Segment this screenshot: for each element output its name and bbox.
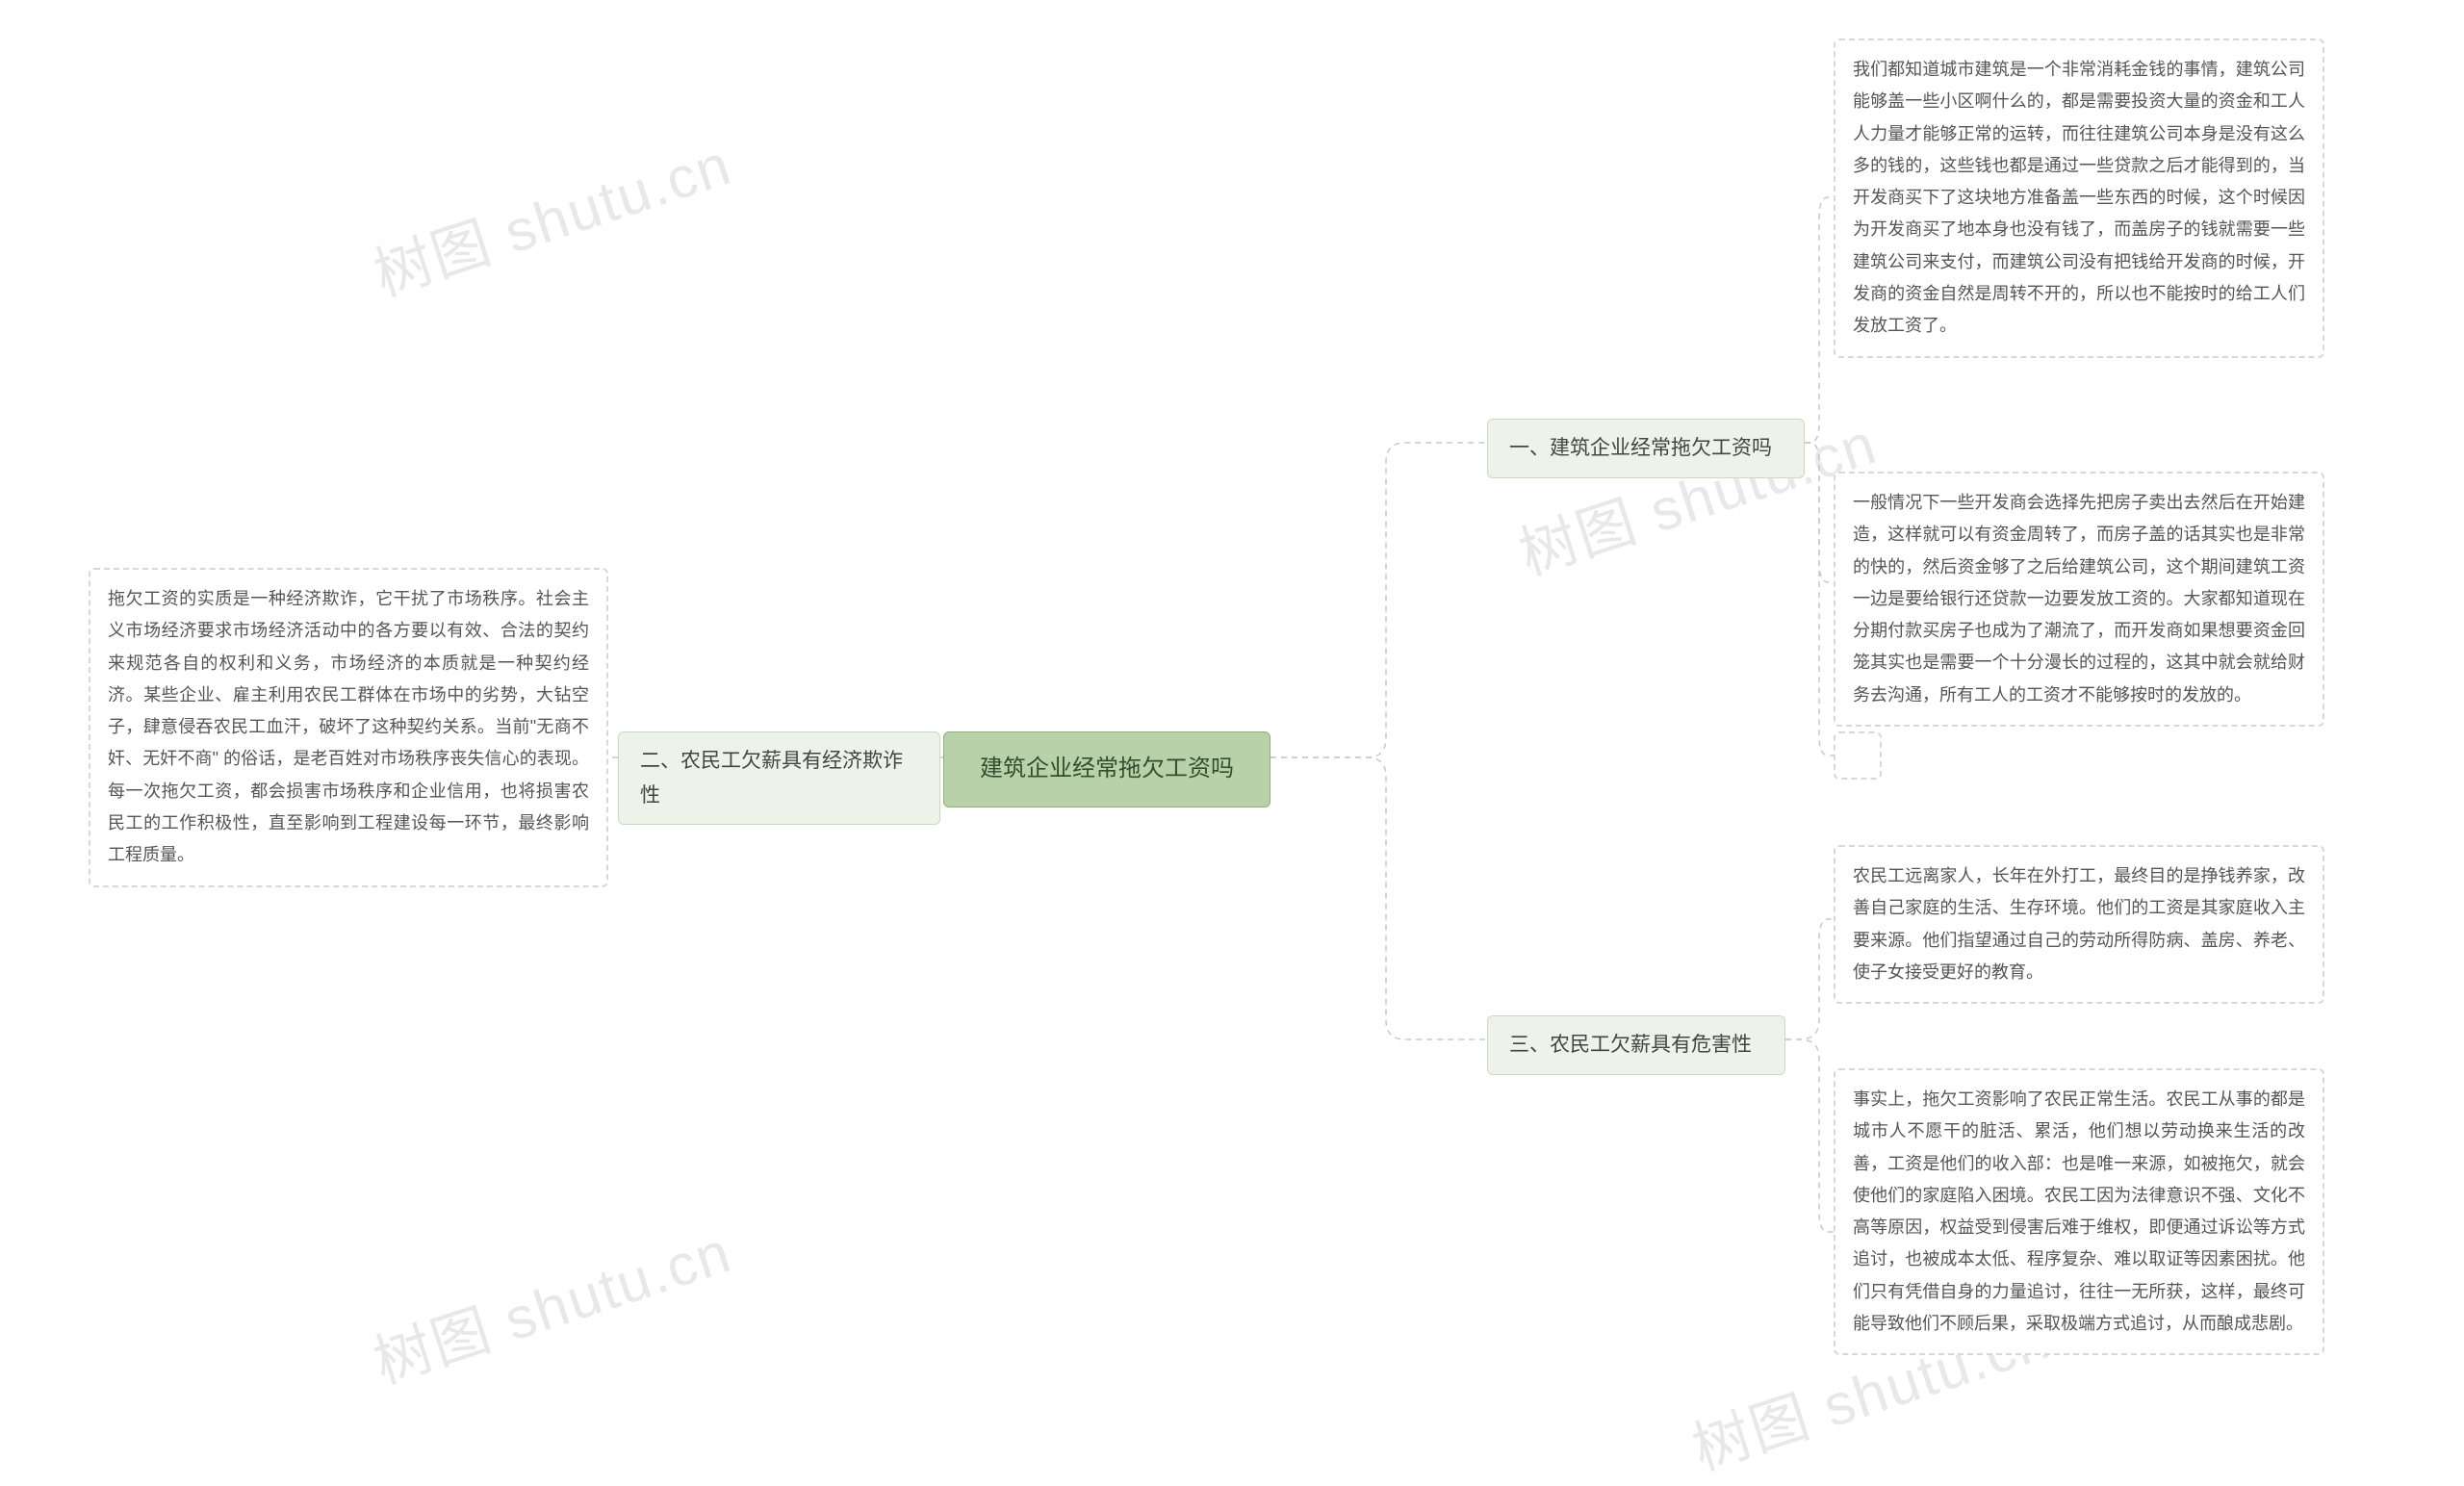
leaf-empty[interactable]: [1834, 731, 1882, 780]
watermark: 树图 shutu.cn: [362, 118, 741, 313]
branch-2[interactable]: 二、农民工欠薪具有经济欺诈性: [618, 731, 940, 825]
leaf-3b[interactable]: 事实上，拖欠工资影响了农民正常生活。农民工从事的都是城市人不愿干的脏活、累活，他…: [1834, 1068, 2324, 1355]
leaf-3a[interactable]: 农民工远离家人，长年在外打工，最终目的是挣钱养家，改善自己家庭的生活、生存环境。…: [1834, 845, 2324, 1004]
leaf-1a[interactable]: 我们都知道城市建筑是一个非常消耗金钱的事情，建筑公司能够盖一些小区啊什么的，都是…: [1834, 38, 2324, 358]
leaf-1b[interactable]: 一般情况下一些开发商会选择先把房子卖出去然后在开始建造，这样就可以有资金周转了，…: [1834, 472, 2324, 727]
branch-1[interactable]: 一、建筑企业经常拖欠工资吗: [1487, 419, 1805, 478]
branch-3[interactable]: 三、农民工欠薪具有危害性: [1487, 1015, 1785, 1075]
mindmap-root[interactable]: 建筑企业经常拖欠工资吗: [943, 731, 1270, 807]
watermark: 树图 shutu.cn: [362, 1206, 741, 1400]
leaf-2[interactable]: 拖欠工资的实质是一种经济欺诈，它干扰了市场秩序。社会主义市场经济要求市场经济活动…: [89, 568, 608, 887]
